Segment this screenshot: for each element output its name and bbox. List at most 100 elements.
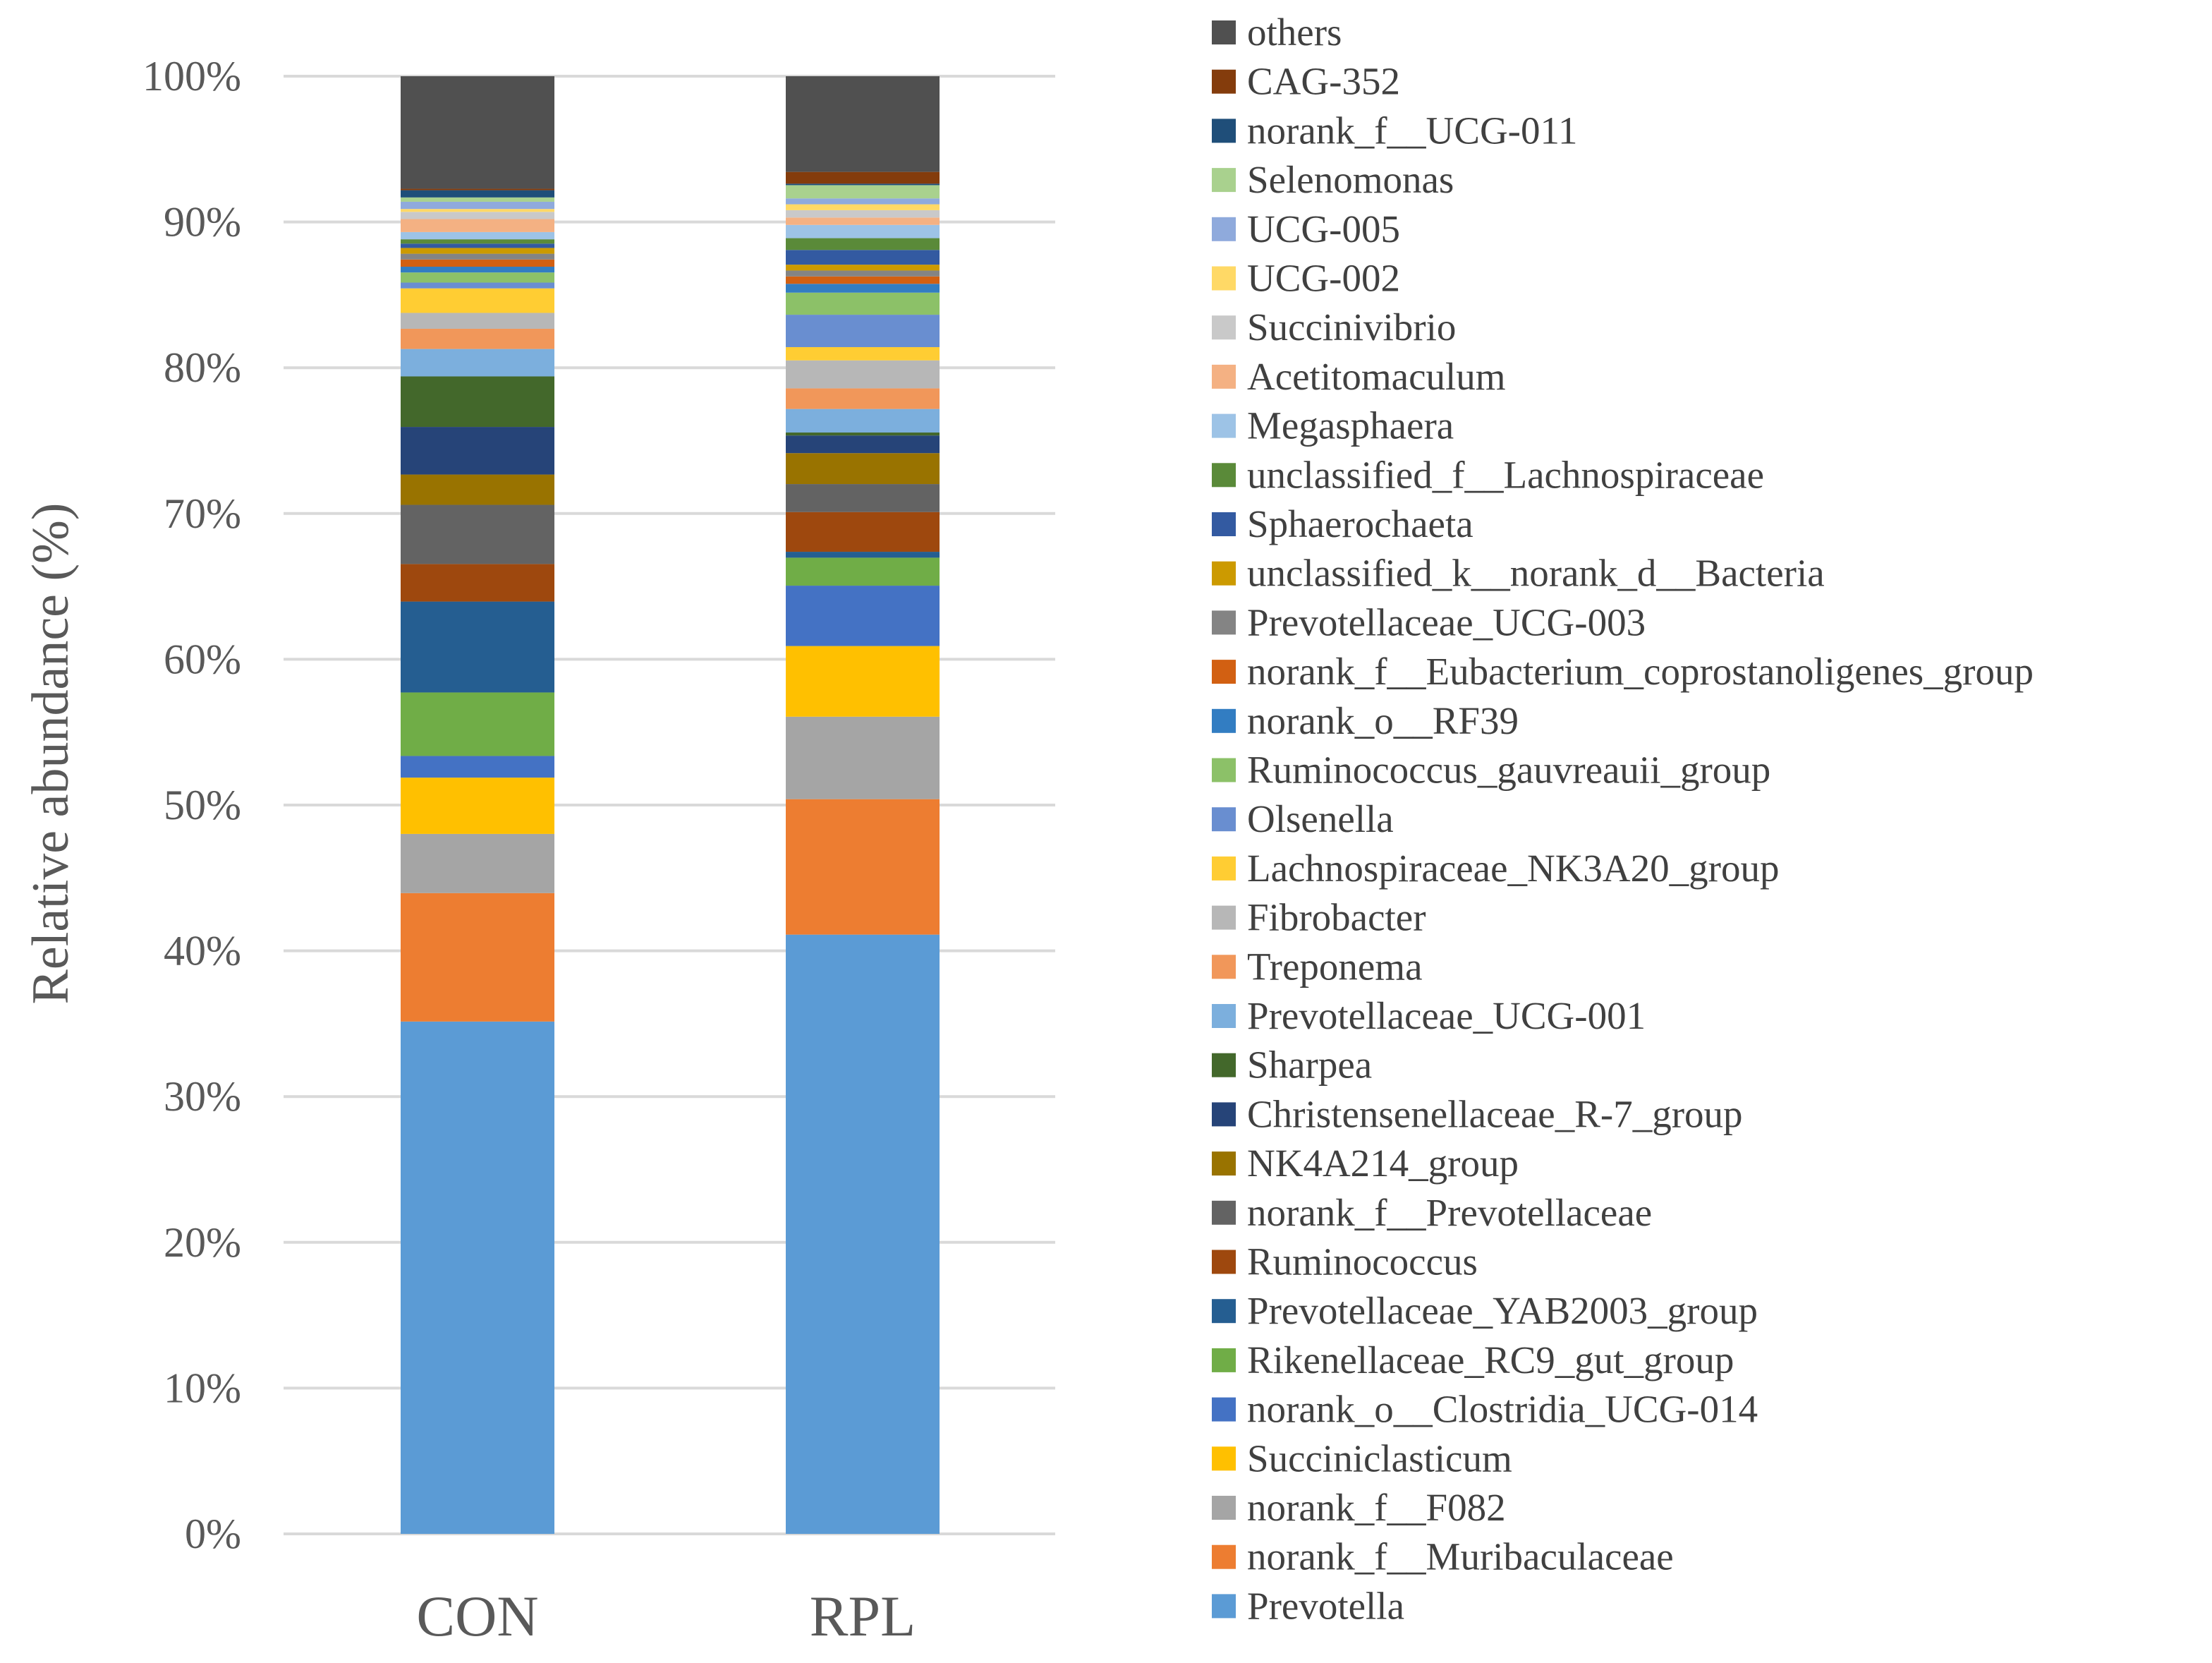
x-axis-category-labels: CON RPL [416,1584,916,1648]
bars [401,76,940,1534]
bar-segment [786,716,940,799]
legend-label: norank_f__Muribaculaceae [1247,1535,1674,1578]
legend-swatch [1212,905,1236,930]
legend-swatch [1212,1250,1236,1274]
legend-swatch [1212,856,1236,881]
bar-segment [786,276,940,284]
bar-segment [786,238,940,250]
bar-segment [401,248,554,254]
bar-segment [401,209,554,212]
legend-swatch [1212,1594,1236,1619]
legend-swatch [1212,168,1236,193]
legend-swatch [1212,561,1236,586]
legend-swatch [1212,217,1236,241]
bar-segment [401,197,554,202]
legend-swatch [1212,1446,1236,1471]
x-category-label: RPL [810,1584,916,1648]
bar-segment [786,171,940,184]
legend-label: norank_f__Prevotellaceae [1247,1191,1652,1234]
legend-label: norank_f__UCG-011 [1247,109,1577,152]
bar-segment [401,833,554,893]
legend-swatch [1212,708,1236,733]
y-tick-label: 30% [164,1073,241,1120]
bar-segment [401,243,554,248]
y-tick-label: 0% [185,1511,241,1557]
legend-label: CAG-352 [1247,60,1400,103]
legend-swatch [1212,69,1236,94]
bar-segment [401,474,554,505]
y-tick-label: 10% [164,1365,241,1411]
bar-segment [786,250,940,265]
legend-label: Treponema [1247,945,1423,988]
legend-label: Succiniclasticum [1247,1437,1512,1480]
bar-segment [786,284,940,293]
bar-segment [786,484,940,512]
bar-segment [786,409,940,433]
bar-segment [786,265,940,271]
bar-segment [401,601,554,693]
bar-segment [786,512,940,552]
bar-segment [786,346,940,361]
legend-swatch [1212,512,1236,536]
legend-label: Olsenella [1247,797,1394,840]
bar-segment [401,328,554,349]
legend-label: norank_o__RF39 [1247,699,1519,742]
legend-label: Sharpea [1247,1044,1372,1087]
bar-segment [401,893,554,1022]
bar-segment [401,282,554,289]
legend-swatch [1212,660,1236,684]
bar-segment [786,198,940,205]
legend-label: Rikenellaceae_RC9_gut_group [1247,1338,1734,1381]
bar-segment [401,376,554,428]
bar-segment [786,586,940,646]
legend-swatch [1212,119,1236,143]
legend-swatch [1212,955,1236,979]
legend-label: others [1247,11,1342,54]
legend-label: Ruminococcus [1247,1240,1478,1283]
legend-swatch [1212,413,1236,438]
bar-segment [786,934,940,1534]
legend-label: Selenomonas [1247,158,1454,201]
y-tick-label: 80% [164,344,241,391]
bar-segment [401,190,554,198]
bar-segment [401,231,554,240]
legend-label: UCG-005 [1247,207,1400,250]
legend-swatch [1212,1004,1236,1028]
bar-segment [786,224,940,238]
bar-segment [401,427,554,475]
legend-swatch [1212,1053,1236,1077]
y-tick-label: 90% [164,199,241,246]
legend-swatch [1212,610,1236,635]
legend-label: norank_o__Clostridia_UCG-014 [1247,1388,1758,1431]
bar-segment [786,210,940,218]
legend-label: norank_f__F082 [1247,1486,1506,1529]
legend-label: Megasphaera [1247,404,1454,447]
bar-segment [786,433,940,436]
bar-segment [786,76,940,172]
legend-label: unclassified_f__Lachnospiraceae [1247,453,1764,496]
legend-swatch [1212,758,1236,782]
y-tick-label: 40% [164,928,241,974]
bar-segment [401,267,554,273]
legend-label: Prevotellaceae_UCG-001 [1247,994,1646,1037]
legend-label: Prevotellaceae_YAB2003_group [1247,1289,1758,1332]
legend-swatch [1212,1544,1236,1569]
legend-label: Prevotellaceae_UCG-003 [1247,600,1646,643]
legend-label: Sphaerochaeta [1247,502,1473,545]
legend-swatch [1212,1348,1236,1372]
legend-swatch [1212,364,1236,389]
bar-segment [786,557,940,586]
legend-swatch [1212,1299,1236,1324]
legend-label: unclassified_k__norank_d__Bacteria [1247,552,1825,595]
bar-segment [786,204,940,210]
bar-segment [401,778,554,834]
bar-segment [786,435,940,454]
bar-segment [401,272,554,283]
bar-segment [786,217,940,225]
legend: others CAG-352 norank_f__UCG-011 Selenomona… [1212,11,2034,1627]
bar-segment [786,292,940,315]
bar-segment [401,504,554,564]
bar-segment [401,219,554,232]
bar-segment [786,388,940,409]
